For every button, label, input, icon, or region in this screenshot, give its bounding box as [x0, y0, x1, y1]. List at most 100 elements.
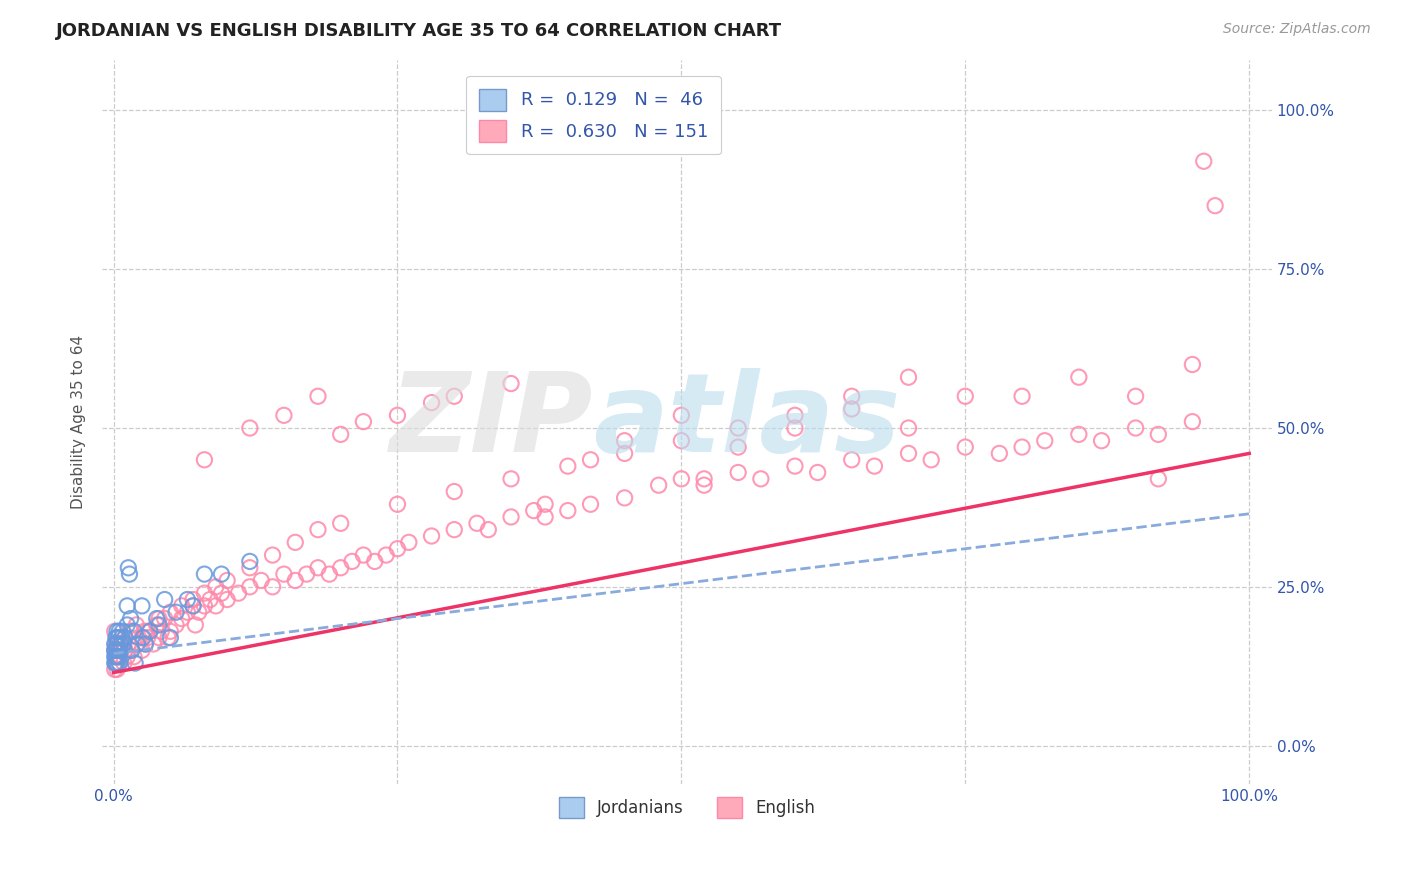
Point: [120, 643, 142, 657]
Point: [1067, 427, 1090, 442]
Point: [104, 631, 127, 645]
Point: [114, 631, 136, 645]
Point: [104, 643, 127, 657]
Point: [107, 643, 129, 657]
Point: [184, 618, 207, 632]
Point: [150, 624, 173, 639]
Point: [107, 631, 129, 645]
Point: [131, 643, 153, 657]
Point: [193, 586, 215, 600]
Point: [465, 516, 488, 531]
Point: [557, 503, 579, 517]
Point: [187, 605, 209, 619]
Point: [134, 637, 156, 651]
Point: [165, 618, 187, 632]
Point: [120, 611, 142, 625]
Point: [114, 643, 136, 657]
Point: [181, 599, 204, 613]
Point: [112, 637, 135, 651]
Point: [176, 605, 198, 619]
Point: [443, 389, 465, 403]
Point: [307, 523, 329, 537]
Point: [727, 421, 749, 435]
Point: [136, 631, 159, 645]
Point: [1181, 415, 1204, 429]
Point: [122, 624, 145, 639]
Point: [136, 624, 159, 639]
Point: [170, 611, 193, 625]
Point: [204, 580, 226, 594]
Point: [198, 592, 221, 607]
Point: [104, 662, 127, 676]
Point: [387, 409, 409, 423]
Point: [105, 662, 128, 676]
Point: [523, 503, 546, 517]
Point: [131, 631, 153, 645]
Point: [125, 618, 148, 632]
Point: [134, 637, 156, 651]
Point: [988, 446, 1011, 460]
Point: [148, 618, 170, 632]
Point: [1204, 199, 1226, 213]
Point: [727, 466, 749, 480]
Point: [1181, 358, 1204, 372]
Point: [139, 624, 162, 639]
Point: [863, 459, 886, 474]
Point: [783, 459, 806, 474]
Point: [125, 637, 148, 651]
Point: [107, 643, 129, 657]
Point: [920, 452, 942, 467]
Point: [1125, 389, 1147, 403]
Point: [647, 478, 669, 492]
Point: [273, 409, 295, 423]
Point: [262, 548, 284, 562]
Point: [499, 472, 522, 486]
Point: [1147, 472, 1170, 486]
Text: JORDANIAN VS ENGLISH DISABILITY AGE 35 TO 64 CORRELATION CHART: JORDANIAN VS ENGLISH DISABILITY AGE 35 T…: [56, 22, 782, 40]
Point: [1090, 434, 1112, 448]
Point: [159, 605, 181, 619]
Point: [897, 370, 920, 384]
Point: [181, 592, 204, 607]
Point: [104, 624, 127, 639]
Point: [148, 611, 170, 625]
Point: [111, 624, 134, 639]
Point: [783, 409, 806, 423]
Point: [387, 497, 409, 511]
Point: [121, 643, 143, 657]
Point: [671, 472, 693, 486]
Point: [262, 580, 284, 594]
Point: [117, 637, 139, 651]
Point: [841, 401, 863, 416]
Point: [193, 599, 215, 613]
Point: [364, 554, 387, 568]
Point: [443, 484, 465, 499]
Point: [159, 624, 181, 639]
Point: [110, 643, 132, 657]
Point: [897, 421, 920, 435]
Point: [211, 567, 233, 582]
Point: [128, 631, 150, 645]
Point: [340, 554, 363, 568]
Point: [124, 656, 146, 670]
Point: [153, 611, 176, 625]
Point: [105, 624, 128, 639]
Point: [104, 656, 127, 670]
Point: [239, 554, 262, 568]
Point: [329, 516, 352, 531]
Point: [841, 389, 863, 403]
Point: [145, 611, 167, 625]
Point: [284, 535, 307, 549]
Point: [108, 656, 131, 670]
Point: [375, 548, 398, 562]
Point: [112, 656, 135, 670]
Point: [134, 624, 156, 639]
Point: [307, 561, 329, 575]
Point: [499, 510, 522, 524]
Point: [131, 599, 153, 613]
Point: [115, 599, 138, 613]
Point: [159, 631, 181, 645]
Point: [579, 497, 602, 511]
Point: [273, 567, 295, 582]
Point: [110, 649, 132, 664]
